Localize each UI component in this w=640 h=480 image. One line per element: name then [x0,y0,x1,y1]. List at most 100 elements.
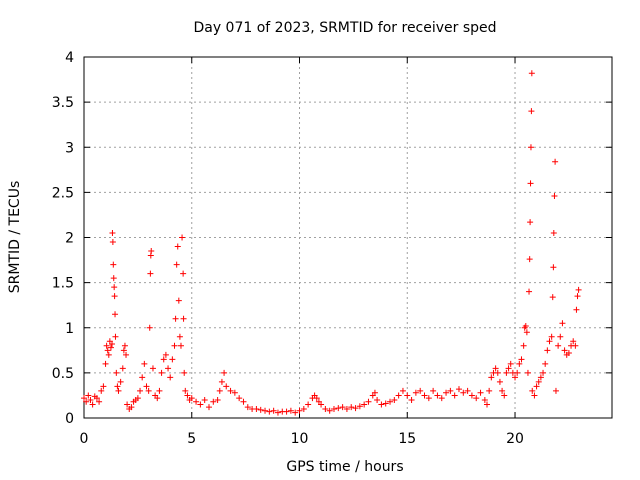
data-point [110,261,117,268]
data-point [102,360,109,367]
data-point [425,395,432,402]
data-point [575,286,582,293]
data-point [391,396,398,403]
data-point [171,342,178,349]
data-point [494,369,501,376]
data-point [455,386,462,393]
y-tick-label: 4 [65,50,74,66]
data-point [146,324,153,331]
data-point [505,365,512,372]
data-point [197,401,204,408]
data-point [371,389,378,396]
data-point [512,374,519,381]
data-point [93,395,100,402]
data-point [555,342,562,349]
data-point [173,261,180,268]
data-point [395,392,402,399]
data-point [184,392,191,399]
data-point [533,383,540,390]
data-point [514,369,521,376]
data-point [318,401,325,408]
data-point [111,284,118,291]
data-point [162,351,169,358]
data-point [404,392,411,399]
data-point [119,365,126,372]
data-point [270,407,277,414]
data-point [561,347,568,354]
data-point [296,407,303,414]
data-point [378,401,385,408]
data-point [559,320,566,327]
data-point [572,342,579,349]
data-point [179,234,186,241]
data-point [218,378,225,385]
data-point [193,398,200,405]
data-point [486,387,493,394]
data-point [123,351,130,358]
data-point [236,395,243,402]
data-point [143,383,150,390]
data-point [492,365,499,372]
x-axis-label: GPS time / hours [286,459,403,475]
data-point [266,408,273,415]
data-point [149,365,156,372]
data-point [145,387,152,394]
data-point [548,333,555,340]
data-point [103,342,110,349]
data-point [109,229,116,236]
data-point [154,395,161,402]
data-point [181,369,188,376]
x-tick-label: 10 [291,431,309,447]
data-point [552,158,559,165]
data-point [148,248,155,255]
data-point [175,297,182,304]
data-point [421,392,428,399]
data-point [481,396,488,403]
data-point [107,344,114,351]
data-point [114,383,121,390]
data-point [158,369,165,376]
data-point [176,333,183,340]
data-point [399,387,406,394]
data-point [430,387,437,394]
data-point [528,108,535,115]
data-point [408,396,415,403]
data-point [524,369,531,376]
data-point [165,365,172,372]
data-point [240,398,247,405]
data-point [172,315,179,322]
data-point [305,401,312,408]
data-point [214,396,221,403]
data-point [147,270,154,277]
data-point [111,293,118,300]
data-point [443,389,450,396]
data-point [223,383,230,390]
data-point [488,374,495,381]
data-point [262,407,269,414]
data-point [89,401,96,408]
data-point [523,329,530,336]
data-point [156,387,163,394]
data-point [464,387,471,394]
data-point [447,387,454,394]
y-tick-label: 0 [65,411,74,427]
data-point [356,403,363,410]
y-axis-label: SRMTID / TECUs [7,181,23,294]
data-point [468,392,475,399]
data-point [526,288,533,295]
data-point [292,409,299,416]
data-point [573,306,580,313]
data-point [544,347,551,354]
data-point [503,369,510,376]
data-point [527,144,534,151]
data-point [326,407,333,414]
data-point [550,264,557,271]
data-point [121,342,128,349]
data-point [227,387,234,394]
data-point [361,401,368,408]
data-point [348,404,355,411]
data-point [552,387,559,394]
data-point [531,392,538,399]
data-point [221,369,228,376]
